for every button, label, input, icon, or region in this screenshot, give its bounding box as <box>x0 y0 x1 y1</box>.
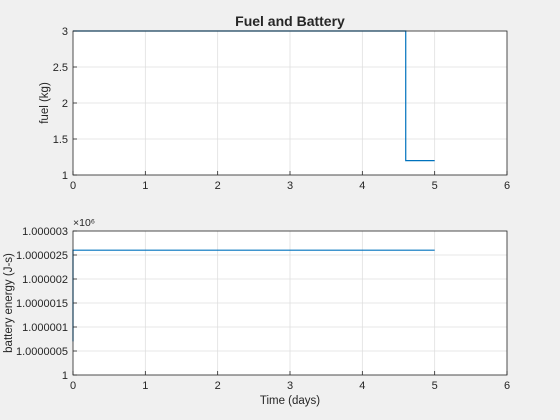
battery-x-ticks: 0 1 2 3 4 5 6 <box>70 371 510 392</box>
battery-y-tick-label: 1 <box>62 370 68 382</box>
battery-y-ticks: 1 1.0000005 1.000001 1.0000015 1.000002 1.000… <box>16 226 77 382</box>
fuel-x-ticks: 0 1 2 3 4 5 6 <box>70 171 510 192</box>
time-x-axis-label: Time (days) <box>260 395 320 407</box>
fuel-y-tick-label: 1.5 <box>53 134 68 146</box>
battery-x-tick-label: 0 <box>70 380 76 392</box>
fuel-y-tick-label: 3 <box>62 26 68 38</box>
battery-exponent-label: ×10⁶ <box>73 217 95 229</box>
fuel-x-tick-label: 1 <box>142 180 148 192</box>
fuel-x-tick-label: 4 <box>359 180 365 192</box>
fuel-y-tick-label: 1 <box>62 170 68 182</box>
fuel-y-ticks: 1 1.5 2 2.5 3 <box>53 26 77 182</box>
battery-y-axis-label: battery energy (J-s) <box>3 253 15 353</box>
battery-y-tick-label: 1.000003 <box>22 226 68 238</box>
battery-y-tick-label: 1.0000025 <box>16 250 68 262</box>
battery-y-tick-label: 1.0000015 <box>16 298 68 310</box>
battery-x-tick-label: 1 <box>142 380 148 392</box>
fuel-x-tick-label: 5 <box>432 180 438 192</box>
fuel-x-tick-label: 2 <box>215 180 221 192</box>
fuel-x-tick-label: 6 <box>504 180 510 192</box>
battery-x-tick-label: 2 <box>215 380 221 392</box>
battery-x-tick-label: 5 <box>432 380 438 392</box>
fuel-x-tick-label: 3 <box>287 180 293 192</box>
fuel-y-tick-label: 2 <box>62 98 68 110</box>
battery-y-tick-label: 1.0000005 <box>16 346 68 358</box>
fuel-x-tick-label: 0 <box>70 180 76 192</box>
fuel-y-axis-label: fuel (kg) <box>39 82 51 124</box>
fuel-y-tick-label: 2.5 <box>53 62 68 74</box>
battery-x-tick-label: 3 <box>287 380 293 392</box>
battery-y-tick-label: 1.000001 <box>22 322 68 334</box>
chart-title: Fuel and Battery <box>235 13 345 29</box>
battery-x-tick-label: 6 <box>504 380 510 392</box>
battery-y-tick-label: 1.000002 <box>22 274 68 286</box>
battery-x-tick-label: 4 <box>359 380 365 392</box>
